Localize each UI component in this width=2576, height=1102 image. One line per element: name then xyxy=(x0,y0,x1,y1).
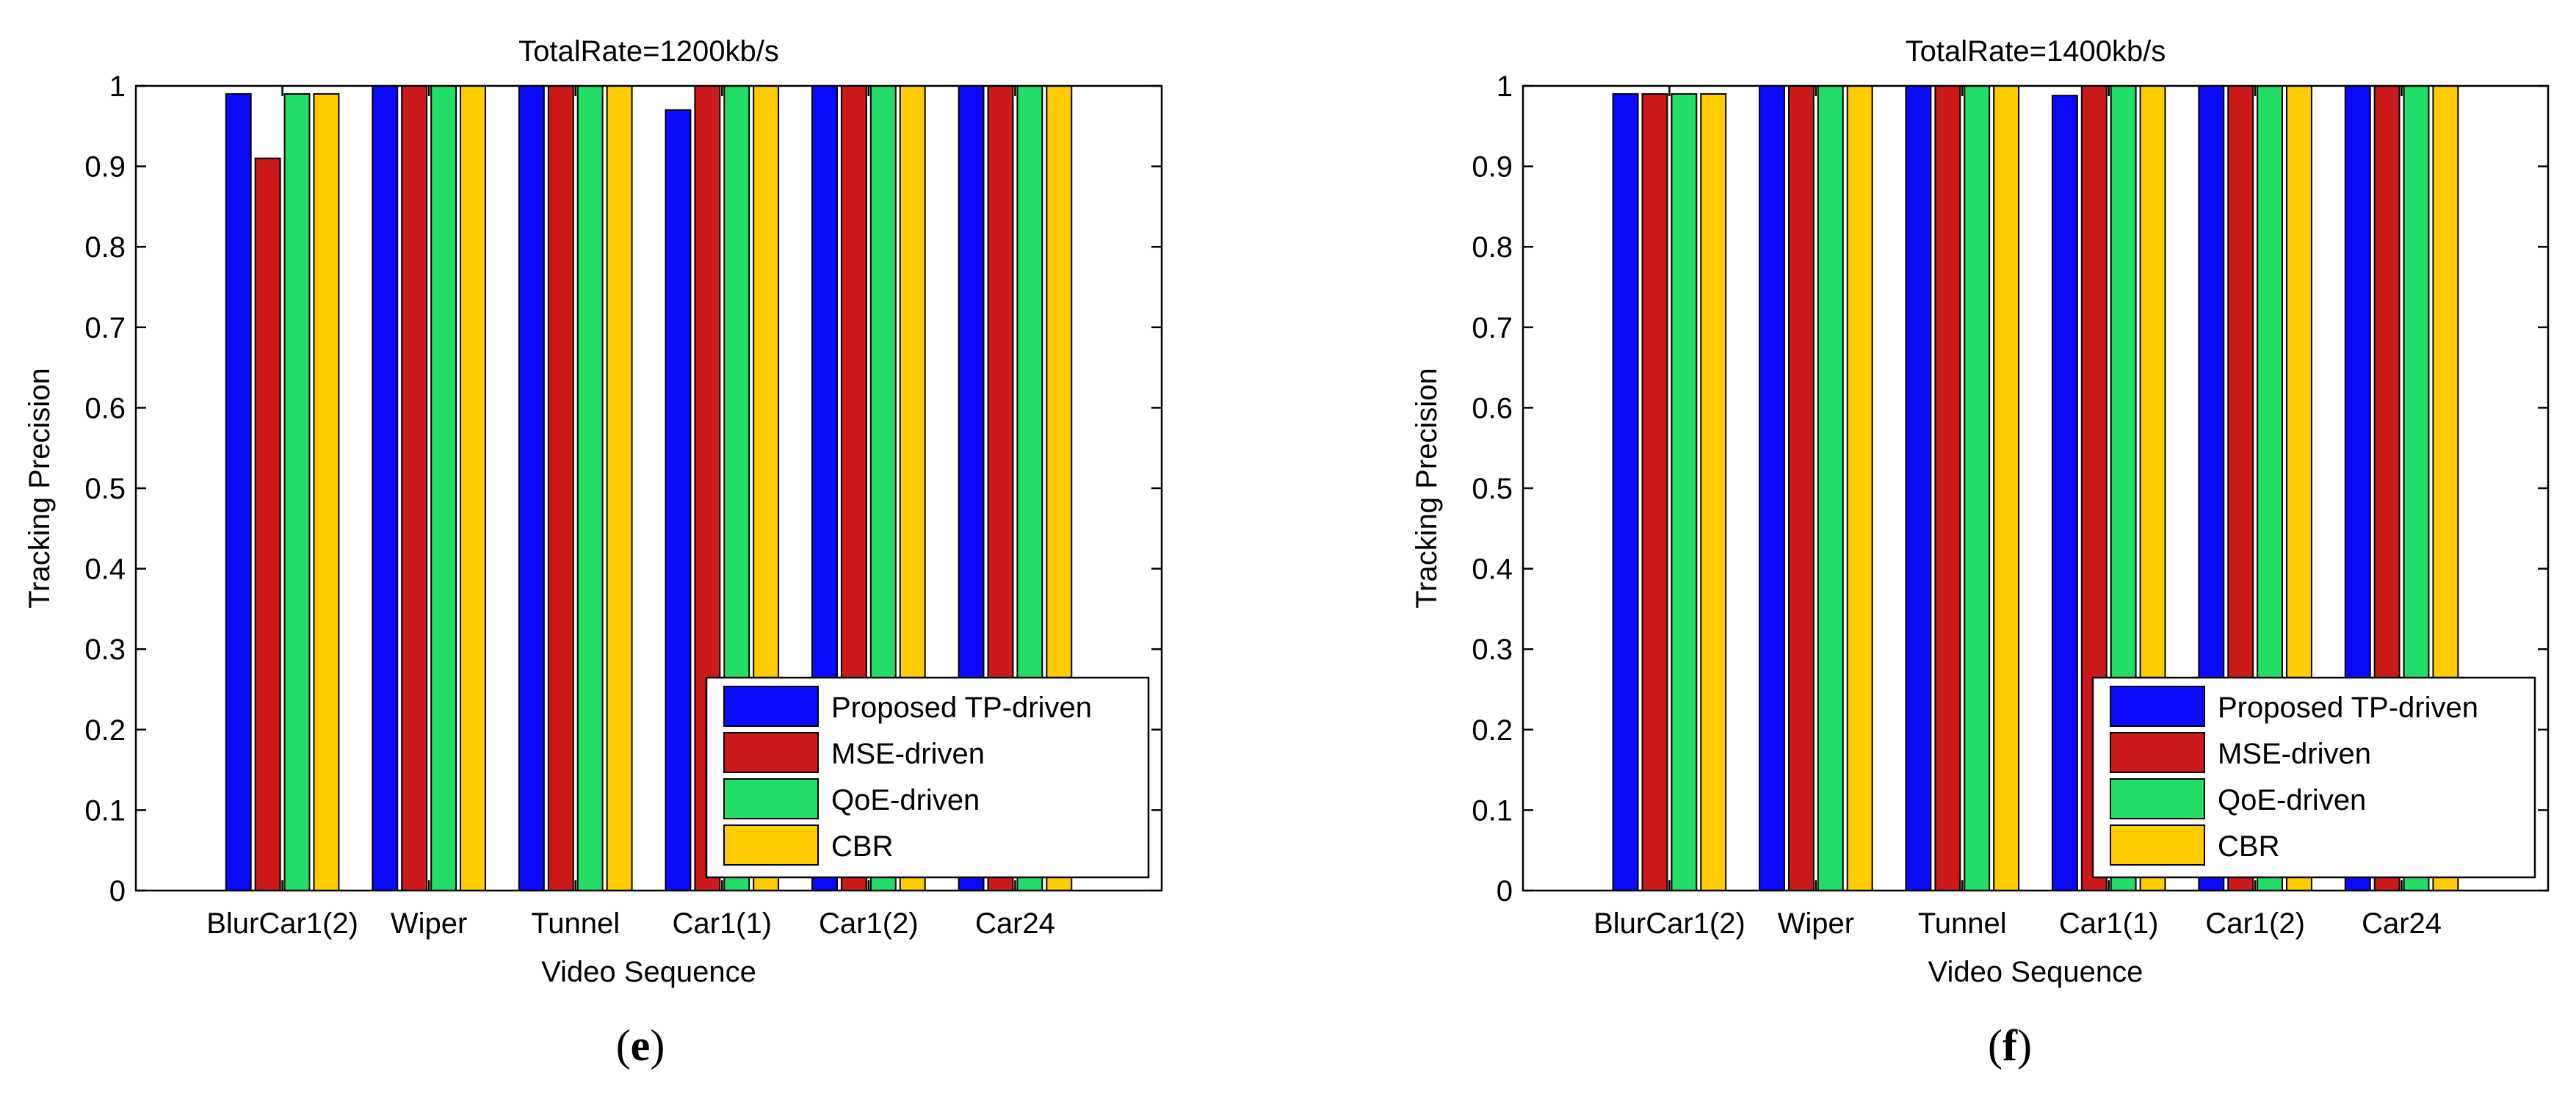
ytick-label-f-8: 0.8 xyxy=(1472,231,1513,264)
xtick-label-e-2: Tunnel xyxy=(531,907,620,940)
legend-swatch-f-0 xyxy=(2110,686,2205,727)
bar-e-proposed-tp-driven-1 xyxy=(372,85,399,891)
bar-f-cbr-1 xyxy=(1846,85,1873,891)
bar-e-cbr-0 xyxy=(313,93,340,892)
bar-e-proposed-tp-driven-0 xyxy=(225,93,252,892)
legend-label-e-3: CBR xyxy=(831,830,893,863)
legend-label-f-1: MSE-driven xyxy=(2218,738,2371,770)
bar-e-cbr-1 xyxy=(460,85,486,891)
ytick-label-e-8: 0.8 xyxy=(84,231,126,264)
y-axis-label-e: Tracking Precision xyxy=(23,368,56,609)
legend-swatch-f-2 xyxy=(2110,778,2205,819)
bar-e-mse-driven-2 xyxy=(547,85,574,891)
legend-label-e-0: Proposed TP-driven xyxy=(831,692,1092,724)
ytick-label-f-2: 0.2 xyxy=(1472,714,1513,747)
ytick-label-f-6: 0.6 xyxy=(1472,392,1513,424)
ytick-label-f-9: 0.9 xyxy=(1472,151,1513,184)
bar-f-mse-driven-2 xyxy=(1934,85,1961,891)
bar-f-proposed-tp-driven-1 xyxy=(1759,85,1785,891)
caption-e: (e) xyxy=(615,1021,665,1070)
legend-label-e-1: MSE-driven xyxy=(831,738,985,770)
bar-e-qoe-driven-1 xyxy=(430,85,457,891)
chart-title-e: TotalRate=1200kb/s xyxy=(518,35,779,68)
ytick-label-e-6: 0.6 xyxy=(84,392,126,424)
ytick-label-e-10: 1 xyxy=(109,70,126,103)
bar-e-proposed-tp-driven-2 xyxy=(518,85,545,891)
legend-label-e-2: QoE-driven xyxy=(831,784,980,816)
bar-f-qoe-driven-1 xyxy=(1817,85,1844,891)
chart-title-f: TotalRate=1400kb/s xyxy=(1906,35,2166,68)
ytick-label-f-3: 0.3 xyxy=(1472,634,1513,666)
legend-label-f-2: QoE-driven xyxy=(2218,784,2366,816)
xtick-label-e-3: Car1(1) xyxy=(672,907,772,940)
legend-label-f-3: CBR xyxy=(2218,830,2279,863)
legend-swatch-f-3 xyxy=(2110,824,2205,866)
xtick-label-f-5: Car24 xyxy=(2362,907,2442,940)
ytick-label-f-7: 0.7 xyxy=(1472,312,1513,344)
xtick-label-f-4: Car1(2) xyxy=(2205,907,2305,940)
ytick-label-e-4: 0.4 xyxy=(84,554,126,586)
bar-f-cbr-2 xyxy=(1993,85,2020,891)
ytick-label-e-0: 0 xyxy=(109,875,126,907)
bar-e-qoe-driven-0 xyxy=(283,93,311,892)
legend-swatch-e-3 xyxy=(723,824,819,866)
bar-e-cbr-2 xyxy=(606,85,633,891)
ytick-label-f-10: 1 xyxy=(1497,70,1513,103)
legend-swatch-e-1 xyxy=(723,732,819,773)
bar-e-qoe-driven-2 xyxy=(576,85,604,891)
ytick-label-e-5: 0.5 xyxy=(84,473,126,505)
bar-e-proposed-tp-driven-3 xyxy=(665,109,692,891)
caption-f: (f) xyxy=(1988,1021,2032,1070)
ytick-label-e-7: 0.7 xyxy=(84,312,126,344)
bar-f-proposed-tp-driven-2 xyxy=(1905,85,1932,891)
x-axis-label-f: Video Sequence xyxy=(1928,956,2143,988)
xtick-label-e-5: Car24 xyxy=(975,907,1055,940)
ytick-label-e-9: 0.9 xyxy=(84,151,126,184)
bar-f-cbr-0 xyxy=(1700,93,1727,892)
x-axis-label-e: Video Sequence xyxy=(541,956,756,988)
bar-f-qoe-driven-0 xyxy=(1671,93,1698,892)
bar-f-mse-driven-1 xyxy=(1787,85,1815,891)
bar-f-proposed-tp-driven-0 xyxy=(1612,93,1639,892)
ytick-label-e-1: 0.1 xyxy=(84,794,126,827)
ytick-label-f-1: 0.1 xyxy=(1472,794,1513,827)
bar-e-mse-driven-1 xyxy=(401,85,428,891)
y-axis-label-f: Tracking Precision xyxy=(1411,368,1443,609)
legend-swatch-f-1 xyxy=(2110,732,2205,773)
ytick-label-f-4: 0.4 xyxy=(1472,554,1513,586)
xtick-label-f-0: BlurCar1(2) xyxy=(1593,907,1745,940)
xtick-label-f-2: Tunnel xyxy=(1918,907,2007,940)
xtick-label-f-1: Wiper xyxy=(1778,907,1854,940)
legend-swatch-e-2 xyxy=(723,778,819,819)
ytick-label-f-5: 0.5 xyxy=(1472,473,1513,505)
xtick-label-f-3: Car1(1) xyxy=(2059,907,2159,940)
legend-label-f-0: Proposed TP-driven xyxy=(2218,692,2478,724)
xtick-label-e-0: BlurCar1(2) xyxy=(206,907,358,940)
ytick-label-e-3: 0.3 xyxy=(84,634,126,666)
ytick-label-e-2: 0.2 xyxy=(84,714,126,747)
bar-f-proposed-tp-driven-3 xyxy=(2051,95,2078,892)
bar-f-mse-driven-0 xyxy=(1641,93,1668,892)
xtick-label-e-1: Wiper xyxy=(391,907,467,940)
ytick-label-f-0: 0 xyxy=(1497,875,1513,907)
bar-f-qoe-driven-2 xyxy=(1964,85,1991,891)
xtick-label-e-4: Car1(2) xyxy=(819,907,919,940)
bar-e-mse-driven-0 xyxy=(254,157,281,891)
legend-swatch-e-0 xyxy=(723,686,819,727)
